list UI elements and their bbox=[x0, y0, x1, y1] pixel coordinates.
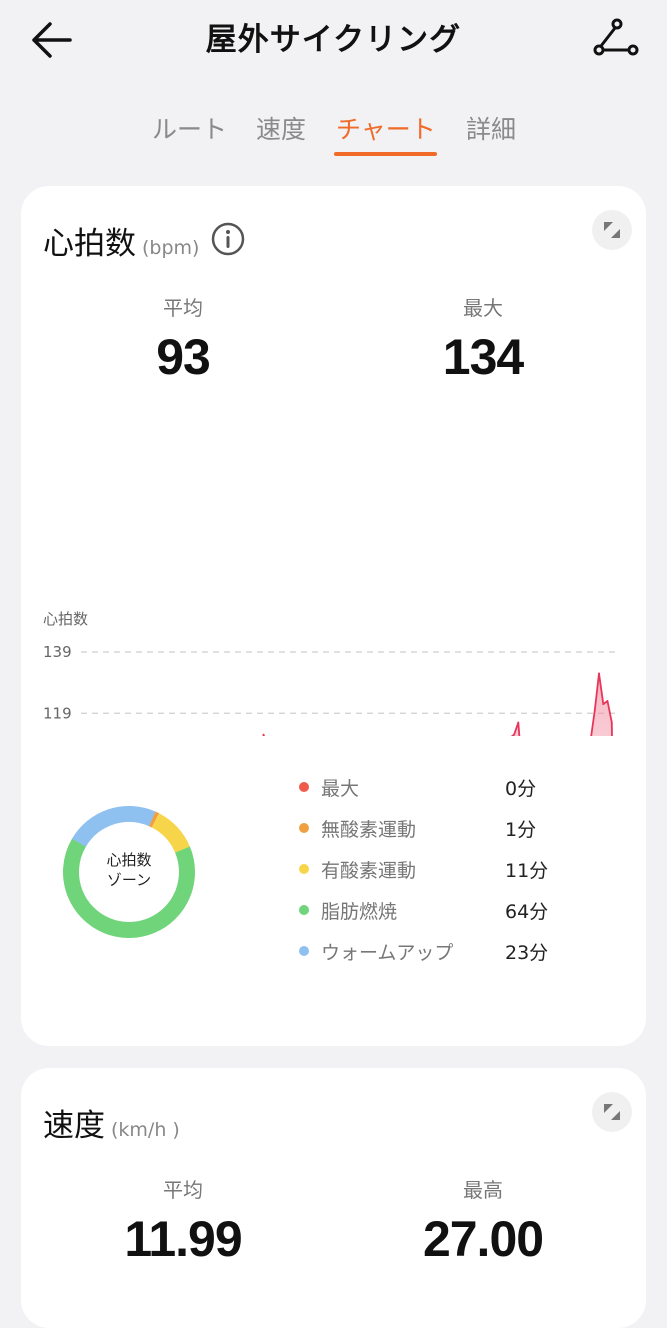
max-label: 最大 bbox=[463, 296, 503, 320]
back-button[interactable] bbox=[28, 16, 76, 64]
tab-bar: ルート 速度 チャート 詳細 bbox=[0, 110, 667, 160]
arrow-left-icon bbox=[32, 22, 72, 58]
heart-rate-point bbox=[593, 709, 596, 712]
speed-max: 最高 27.00 bbox=[383, 1174, 583, 1267]
expand-icon bbox=[604, 222, 620, 238]
heart-rate-point bbox=[513, 733, 515, 736]
heart-rate-average: 平均 93 bbox=[83, 292, 283, 385]
heart-rate-title: 心拍数 (bpm) bbox=[43, 218, 199, 263]
speed-title-text: 速度 bbox=[43, 1108, 105, 1144]
speed-unit: (km/h ) bbox=[111, 1119, 180, 1141]
zone-segment bbox=[63, 806, 195, 938]
tab-chart[interactable]: チャート bbox=[336, 115, 436, 144]
zone-legend-row: 有酸素運動 11分 bbox=[299, 856, 619, 886]
zone-name: 有酸素運動 bbox=[321, 860, 417, 882]
heart-rate-area bbox=[263, 673, 612, 736]
heart-rate-point bbox=[262, 733, 265, 736]
app-header: 屋外サイクリング bbox=[0, 0, 667, 80]
zone-dot-max bbox=[299, 782, 309, 792]
zone-legend-row: 脂肪燃焼 64分 bbox=[299, 897, 619, 927]
zone-name: 最大 bbox=[321, 778, 360, 800]
info-icon[interactable] bbox=[211, 222, 245, 256]
route-button[interactable] bbox=[591, 14, 641, 64]
tab-details[interactable]: 詳細 bbox=[466, 115, 517, 144]
zone-dot-fat-burn bbox=[299, 905, 309, 915]
zone-minutes: 1分 bbox=[505, 819, 537, 841]
zone-donut-label: 心拍数 ゾーン bbox=[61, 850, 197, 890]
heart-rate-series-line bbox=[262, 672, 613, 736]
zone-name: ウォームアップ bbox=[321, 942, 454, 964]
tab-speed[interactable]: 速度 bbox=[256, 115, 307, 144]
zone-minutes: 64分 bbox=[505, 901, 549, 923]
heart-rate-point bbox=[598, 672, 600, 675]
zone-legend-row: 最大 0分 bbox=[299, 774, 619, 804]
speed-max-label: 最高 bbox=[463, 1178, 503, 1202]
heart-rate-zone-donut bbox=[63, 806, 195, 938]
speed-card: 速度 (km/h ) 平均 11.99 最高 27.00 bbox=[21, 1068, 646, 1328]
y-tick-label: 139 bbox=[43, 643, 72, 661]
tab-route[interactable]: ルート bbox=[152, 115, 228, 144]
zone-minutes: 0分 bbox=[505, 778, 537, 800]
active-tab-indicator bbox=[334, 152, 437, 156]
zone-segment bbox=[63, 806, 195, 938]
page-title: 屋外サイクリング bbox=[205, 22, 462, 58]
speed-max-value: 27.00 bbox=[422, 1211, 544, 1267]
heart-rate-point bbox=[606, 700, 609, 702]
speed-average: 平均 11.99 bbox=[83, 1174, 283, 1267]
zone-dot-aerobic bbox=[299, 864, 309, 874]
zone-legend-row: 無酸素運動 1分 bbox=[299, 815, 619, 845]
heart-rate-point bbox=[517, 721, 520, 724]
heart-rate-card: 心拍数(bpm) 平均 93 最大 134 139119100806103060… bbox=[21, 186, 646, 1046]
speed-title: 速度 (km/h ) bbox=[43, 1100, 180, 1145]
zone-dot-warmup bbox=[299, 946, 309, 956]
speed-average-value: 11.99 bbox=[124, 1211, 242, 1267]
zone-dot-anaerobic bbox=[299, 823, 309, 833]
expand-button[interactable] bbox=[592, 210, 632, 250]
max-value: 134 bbox=[442, 329, 524, 385]
speed-average-label: 平均 bbox=[163, 1178, 203, 1202]
speed-expand-button[interactable] bbox=[592, 1092, 632, 1132]
zone-minutes: 11分 bbox=[505, 860, 549, 882]
average-label: 平均 bbox=[163, 296, 203, 320]
zone-name: 無酸素運動 bbox=[321, 819, 417, 841]
heart-rate-max: 最大 134 bbox=[383, 292, 583, 385]
heart-rate-chart: 13911910080610306090120 心拍数 時間(分) bbox=[43, 610, 616, 736]
heart-rate-unit: (bpm) bbox=[142, 237, 200, 259]
zone-minutes: 23分 bbox=[505, 942, 549, 964]
heart-rate-title-text: 心拍数 bbox=[43, 226, 136, 262]
heart-rate-point bbox=[602, 703, 605, 705]
route-share-icon bbox=[593, 18, 639, 56]
average-value: 93 bbox=[156, 329, 211, 385]
zone-name: 脂肪燃焼 bbox=[321, 901, 398, 923]
zone-label-line1: 心拍数 bbox=[106, 851, 152, 869]
heart-rate-point bbox=[610, 721, 613, 724]
y-tick-label: 119 bbox=[43, 704, 72, 722]
y-axis-label: 心拍数 bbox=[43, 610, 88, 628]
zone-segment bbox=[63, 806, 195, 938]
expand-icon bbox=[604, 1104, 620, 1120]
zone-legend-row: ウォームアップ 23分 bbox=[299, 938, 619, 968]
zone-label-line2: ゾーン bbox=[106, 871, 152, 889]
